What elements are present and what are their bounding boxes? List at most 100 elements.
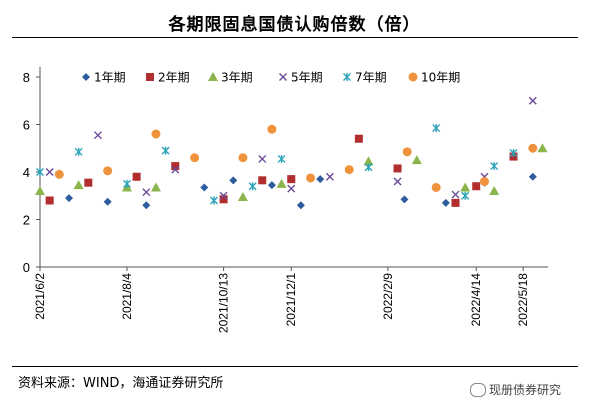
legend-label: 1年期 — [94, 71, 126, 85]
data-point — [461, 191, 470, 200]
legend-label: 3年期 — [221, 71, 253, 85]
x-tick-label: 2021/10/13 — [217, 273, 231, 333]
legend-label: 2年期 — [158, 71, 190, 85]
data-point — [451, 190, 460, 199]
series-diamond — [64, 172, 537, 210]
data-point — [267, 181, 276, 190]
series-star — [36, 124, 518, 205]
data-point — [277, 154, 286, 163]
data-point — [219, 191, 228, 200]
y-tick-label: 2 — [23, 213, 30, 228]
wechat-icon — [470, 382, 486, 397]
data-point — [393, 177, 402, 186]
data-point — [142, 188, 151, 197]
series-square — [45, 134, 518, 207]
data-point — [132, 172, 141, 181]
data-point — [93, 131, 102, 140]
data-point — [441, 198, 450, 207]
y-tick-label: 8 — [23, 70, 30, 85]
legend-item: 5年期 — [279, 71, 323, 85]
data-point — [528, 143, 538, 153]
data-point — [229, 176, 238, 185]
chart-marks — [35, 96, 548, 210]
data-point — [103, 166, 113, 176]
data-point — [537, 143, 548, 153]
chart-axes: 0 2 4 6 8 2021/6/2 2021/8/4 2021/10/13 2021/12/1… — [23, 67, 548, 333]
data-point — [306, 173, 316, 183]
legend-marker — [343, 73, 351, 81]
data-point — [171, 165, 180, 174]
data-point — [74, 147, 83, 156]
legend-marker — [82, 73, 90, 81]
chart-canvas: 0 2 4 6 8 2021/6/2 2021/8/4 2021/10/13 2021/12/1… — [23, 67, 548, 333]
data-point — [248, 182, 257, 191]
data-point — [364, 163, 373, 172]
data-point — [354, 134, 363, 143]
data-point — [122, 179, 131, 188]
x-tick-label: 2022/4/14 — [469, 273, 483, 327]
data-point — [528, 172, 537, 181]
data-point — [432, 124, 441, 133]
data-point — [258, 176, 267, 185]
data-point — [276, 178, 287, 188]
data-point — [209, 196, 218, 205]
data-point — [219, 195, 228, 204]
data-point — [325, 172, 334, 181]
y-tick-label: 4 — [23, 165, 30, 180]
legend-marker — [279, 73, 287, 81]
data-point — [528, 96, 537, 105]
data-point — [36, 168, 44, 176]
legend-item: 10年期 — [408, 71, 460, 85]
series-circle — [54, 124, 538, 192]
data-point — [35, 186, 45, 195]
data-point — [400, 195, 409, 204]
data-point — [316, 175, 325, 184]
y-tick-label: 6 — [23, 118, 30, 133]
data-point — [296, 201, 305, 210]
data-point — [45, 196, 54, 205]
data-point — [45, 168, 54, 176]
data-point — [54, 169, 64, 179]
data-point — [267, 124, 277, 134]
legend-label: 7年期 — [355, 71, 387, 85]
data-point — [509, 149, 518, 157]
legend-label: 10年期 — [421, 71, 460, 85]
data-point — [402, 147, 412, 157]
legend-marker — [408, 72, 418, 82]
data-point — [480, 177, 489, 186]
watermark-text: 现册债券研究 — [489, 383, 562, 397]
data-point — [64, 194, 73, 203]
data-point — [171, 162, 180, 171]
data-point — [431, 182, 441, 192]
data-point — [287, 184, 296, 193]
data-point — [258, 154, 267, 163]
data-point — [411, 155, 422, 165]
data-point — [103, 197, 112, 206]
data-point — [287, 175, 296, 184]
x-tick-label: 2021/6/2 — [33, 273, 47, 320]
x-tick-label: 2022/5/18 — [516, 273, 530, 327]
data-point — [237, 191, 248, 201]
data-point — [363, 156, 374, 166]
data-point — [200, 183, 209, 192]
watermark: 现册债券研究 — [470, 381, 561, 398]
x-tick-label: 2022/2/9 — [381, 273, 395, 320]
bottom-divider — [12, 366, 578, 367]
data-point — [151, 129, 161, 139]
data-point — [489, 186, 500, 195]
data-point — [161, 146, 170, 155]
x-tick-label: 2021/12/1 — [284, 273, 298, 327]
x-tick-label: 2021/8/4 — [120, 273, 134, 320]
legend-item: 3年期 — [208, 71, 253, 85]
chart-legend: 1年期 2年期 3年期 5年期 7年期 10年期 — [82, 71, 460, 85]
y-tick-label: 0 — [23, 260, 30, 275]
data-point — [84, 178, 93, 187]
top-divider — [12, 37, 578, 38]
legend-item: 7年期 — [343, 71, 387, 85]
legend-item: 1年期 — [82, 71, 126, 85]
series-x — [45, 96, 537, 200]
data-point — [73, 180, 84, 190]
data-point — [190, 153, 200, 163]
data-point — [238, 153, 248, 163]
data-point — [451, 198, 460, 207]
